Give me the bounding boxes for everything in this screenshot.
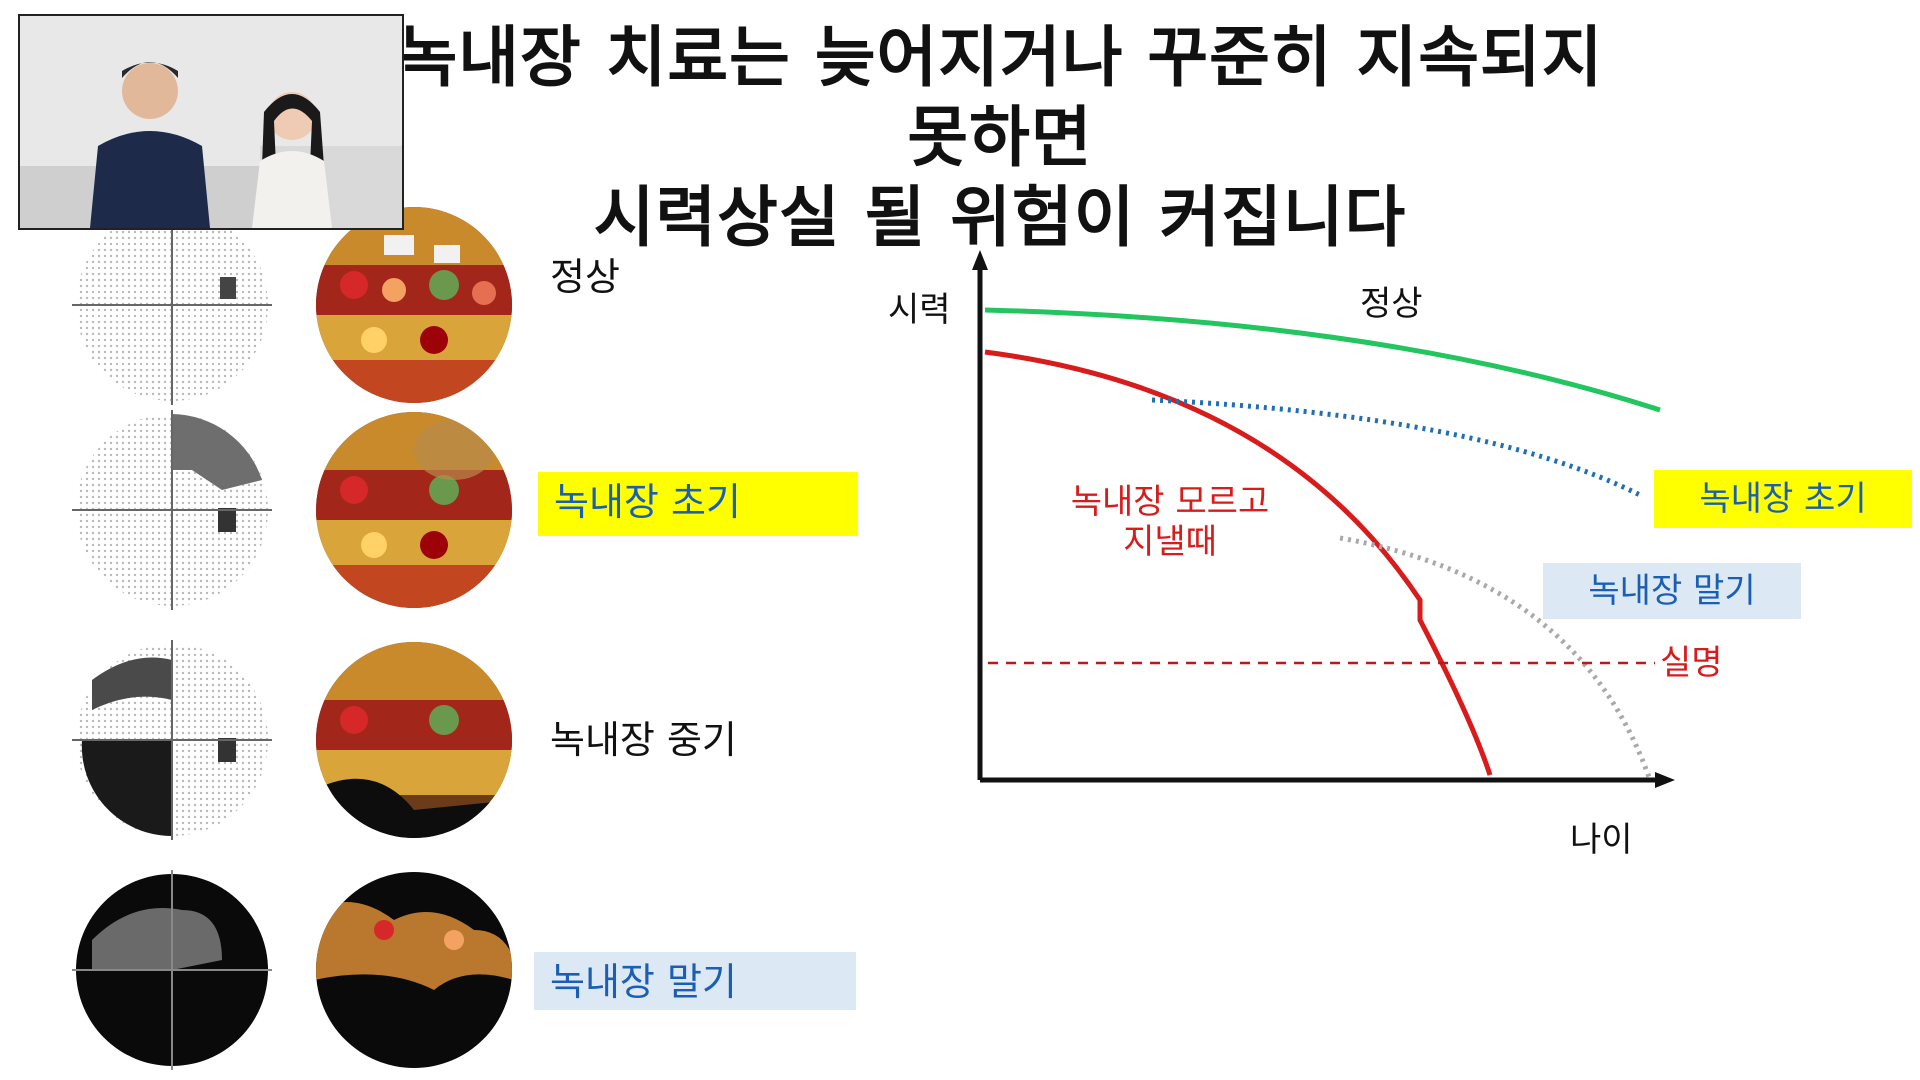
label-unaware-line2: 지낼때 (1123, 522, 1217, 562)
label-early: 녹내장 초기 (1654, 470, 1912, 528)
visual-field-chart (72, 205, 272, 405)
y-axis-label: 시력 (888, 290, 951, 330)
market-photo-middle (316, 642, 512, 838)
market-photo-late (316, 872, 512, 1068)
slide-title: 녹내장 치료는 늦어지거나 꾸준히 지속되지 못하면 시력상실 될 위험이 커집… (380, 18, 1620, 258)
stage-label-early: 녹내장 초기 (538, 472, 858, 536)
market-photo-early (316, 412, 512, 608)
label-unaware: 녹내장 모르고 지낼때 (1060, 482, 1280, 562)
label-late: 녹내장 말기 (1543, 563, 1801, 619)
series-unaware (984, 349, 1493, 776)
visual-field-chart (72, 870, 272, 1070)
stage-row-late: 녹내장 말기 (0, 870, 880, 1070)
label-unaware-line1: 녹내장 모르고 (1070, 482, 1270, 522)
series-early (1151, 397, 1642, 498)
webcam-image (20, 16, 402, 228)
stage-row-early: 녹내장 초기 (0, 410, 880, 610)
title-line-1: 녹내장 치료는 늦어지거나 꾸준히 지속되지 못하면 (396, 19, 1604, 176)
label-blind: 실명 (1660, 643, 1723, 683)
stage-row-normal: 정상 (0, 205, 880, 405)
series-normal (984, 307, 1661, 413)
visual-field-chart (72, 410, 272, 610)
x-axis-arrow (1655, 772, 1675, 788)
y-axis-arrow (972, 250, 988, 270)
stage-label-normal: 정상 (550, 255, 620, 299)
stage-label-late: 녹내장 말기 (534, 952, 856, 1010)
vision-age-chart (972, 250, 1675, 788)
visual-field-chart (72, 640, 272, 840)
market-photo-normal (316, 207, 512, 403)
stage-row-middle: 녹내장 중기 (0, 640, 880, 840)
webcam-video (18, 14, 404, 230)
x-axis-label: 나이 (1570, 820, 1633, 860)
label-normal: 정상 (1360, 284, 1423, 324)
stage-label-middle: 녹내장 중기 (550, 718, 737, 762)
title-line-2: 시력상실 될 위험이 커집니다 (593, 179, 1407, 256)
